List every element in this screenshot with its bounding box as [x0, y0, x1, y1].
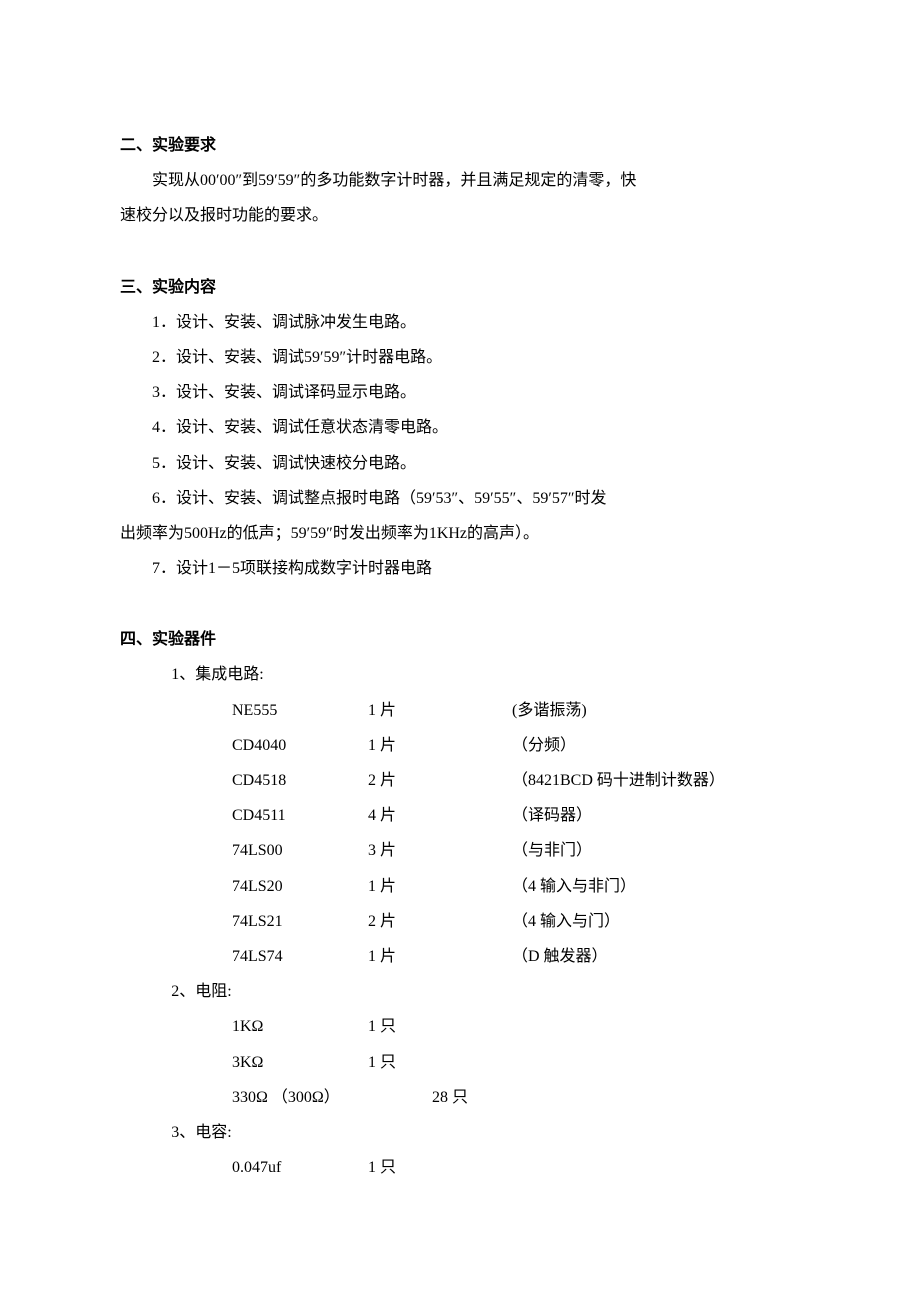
ic-name: 74LS21	[232, 904, 368, 939]
spacer	[120, 234, 800, 252]
ic-name: CD4040	[232, 728, 368, 763]
ic-desc: （8421BCD 码十进制计数器）	[512, 763, 800, 798]
contents-item-5: 5．设计、安装、调试快速校分电路。	[120, 446, 800, 481]
contents-item-4: 4．设计、安装、调试任意状态清零电路。	[120, 410, 800, 445]
ic-desc: （译码器）	[512, 798, 800, 833]
contents-item-7: 7．设计1－5项联接构成数字计时器电路	[120, 551, 800, 586]
res-name: 1KΩ	[232, 1009, 368, 1044]
section-heading-contents: 三、实验内容	[120, 270, 800, 305]
ic-qty: 1 片	[368, 869, 512, 904]
ic-qty: 1 片	[368, 728, 512, 763]
res-qty: 28 只	[432, 1080, 528, 1115]
res-qty: 1 只	[368, 1045, 464, 1080]
ic-row-6: 74LS21 2 片 （4 输入与门）	[120, 904, 800, 939]
contents-item-1: 1．设计、安装、调试脉冲发生电路。	[120, 305, 800, 340]
contents-item-2: 2．设计、安装、调试59′59″计时器电路。	[120, 340, 800, 375]
ic-row-0: NE555 1 片 (多谐振荡)	[120, 693, 800, 728]
document-page: 二、实验要求 实现从00′00″到59′59″的多功能数字计时器，并且满足规定的…	[0, 0, 920, 1245]
res-qty: 1 只	[368, 1009, 464, 1044]
devices-res-label: 2、电阻:	[120, 974, 800, 1009]
ic-desc: （4 输入与门）	[512, 904, 800, 939]
ic-name: CD4518	[232, 763, 368, 798]
devices-ic-label: 1、集成电路:	[120, 657, 800, 692]
ic-row-2: CD4518 2 片 （8421BCD 码十进制计数器）	[120, 763, 800, 798]
ic-desc: （4 输入与非门）	[512, 869, 800, 904]
ic-row-7: 74LS74 1 片 （D 触发器）	[120, 939, 800, 974]
ic-name: 74LS20	[232, 869, 368, 904]
section-heading-devices: 四、实验器件	[120, 622, 800, 657]
cap-row-0: 0.047uf 1 只	[120, 1150, 800, 1185]
ic-desc: （D 触发器）	[512, 939, 800, 974]
ic-qty: 1 片	[368, 939, 512, 974]
res-row-wide: 330Ω （300Ω） 28 只	[120, 1080, 800, 1115]
cap-name: 0.047uf	[232, 1150, 368, 1185]
ic-desc: （分频）	[512, 728, 800, 763]
ic-qty: 1 片	[368, 693, 512, 728]
section-heading-requirements: 二、实验要求	[120, 128, 800, 163]
ic-row-1: CD4040 1 片 （分频）	[120, 728, 800, 763]
contents-item-6a: 6．设计、安装、调试整点报时电路（59′53″、59′55″、59′57″时发	[120, 481, 800, 516]
ic-qty: 3 片	[368, 833, 512, 868]
ic-qty: 2 片	[368, 904, 512, 939]
ic-row-4: 74LS00 3 片 （与非门）	[120, 833, 800, 868]
contents-item-6b: 出频率为500Hz的低声；59′59″时发出频率为1KHz的高声）。	[120, 516, 800, 551]
requirements-line-2: 速校分以及报时功能的要求。	[120, 198, 800, 233]
res-row-0: 1KΩ 1 只	[120, 1009, 800, 1044]
ic-desc: （与非门）	[512, 833, 800, 868]
cap-qty: 1 只	[368, 1150, 464, 1185]
spacer	[120, 586, 800, 604]
ic-desc: (多谐振荡)	[512, 693, 800, 728]
ic-row-5: 74LS20 1 片 （4 输入与非门）	[120, 869, 800, 904]
ic-qty: 2 片	[368, 763, 512, 798]
ic-row-3: CD4511 4 片 （译码器）	[120, 798, 800, 833]
ic-name: 74LS74	[232, 939, 368, 974]
requirements-line-1: 实现从00′00″到59′59″的多功能数字计时器，并且满足规定的清零，快	[120, 163, 800, 198]
res-row-1: 3KΩ 1 只	[120, 1045, 800, 1080]
res-name: 330Ω （300Ω）	[232, 1080, 432, 1115]
contents-item-3: 3．设计、安装、调试译码显示电路。	[120, 375, 800, 410]
ic-name: NE555	[232, 693, 368, 728]
ic-name: CD4511	[232, 798, 368, 833]
devices-cap-label: 3、电容:	[120, 1115, 800, 1150]
res-name: 3KΩ	[232, 1045, 368, 1080]
ic-name: 74LS00	[232, 833, 368, 868]
ic-qty: 4 片	[368, 798, 512, 833]
